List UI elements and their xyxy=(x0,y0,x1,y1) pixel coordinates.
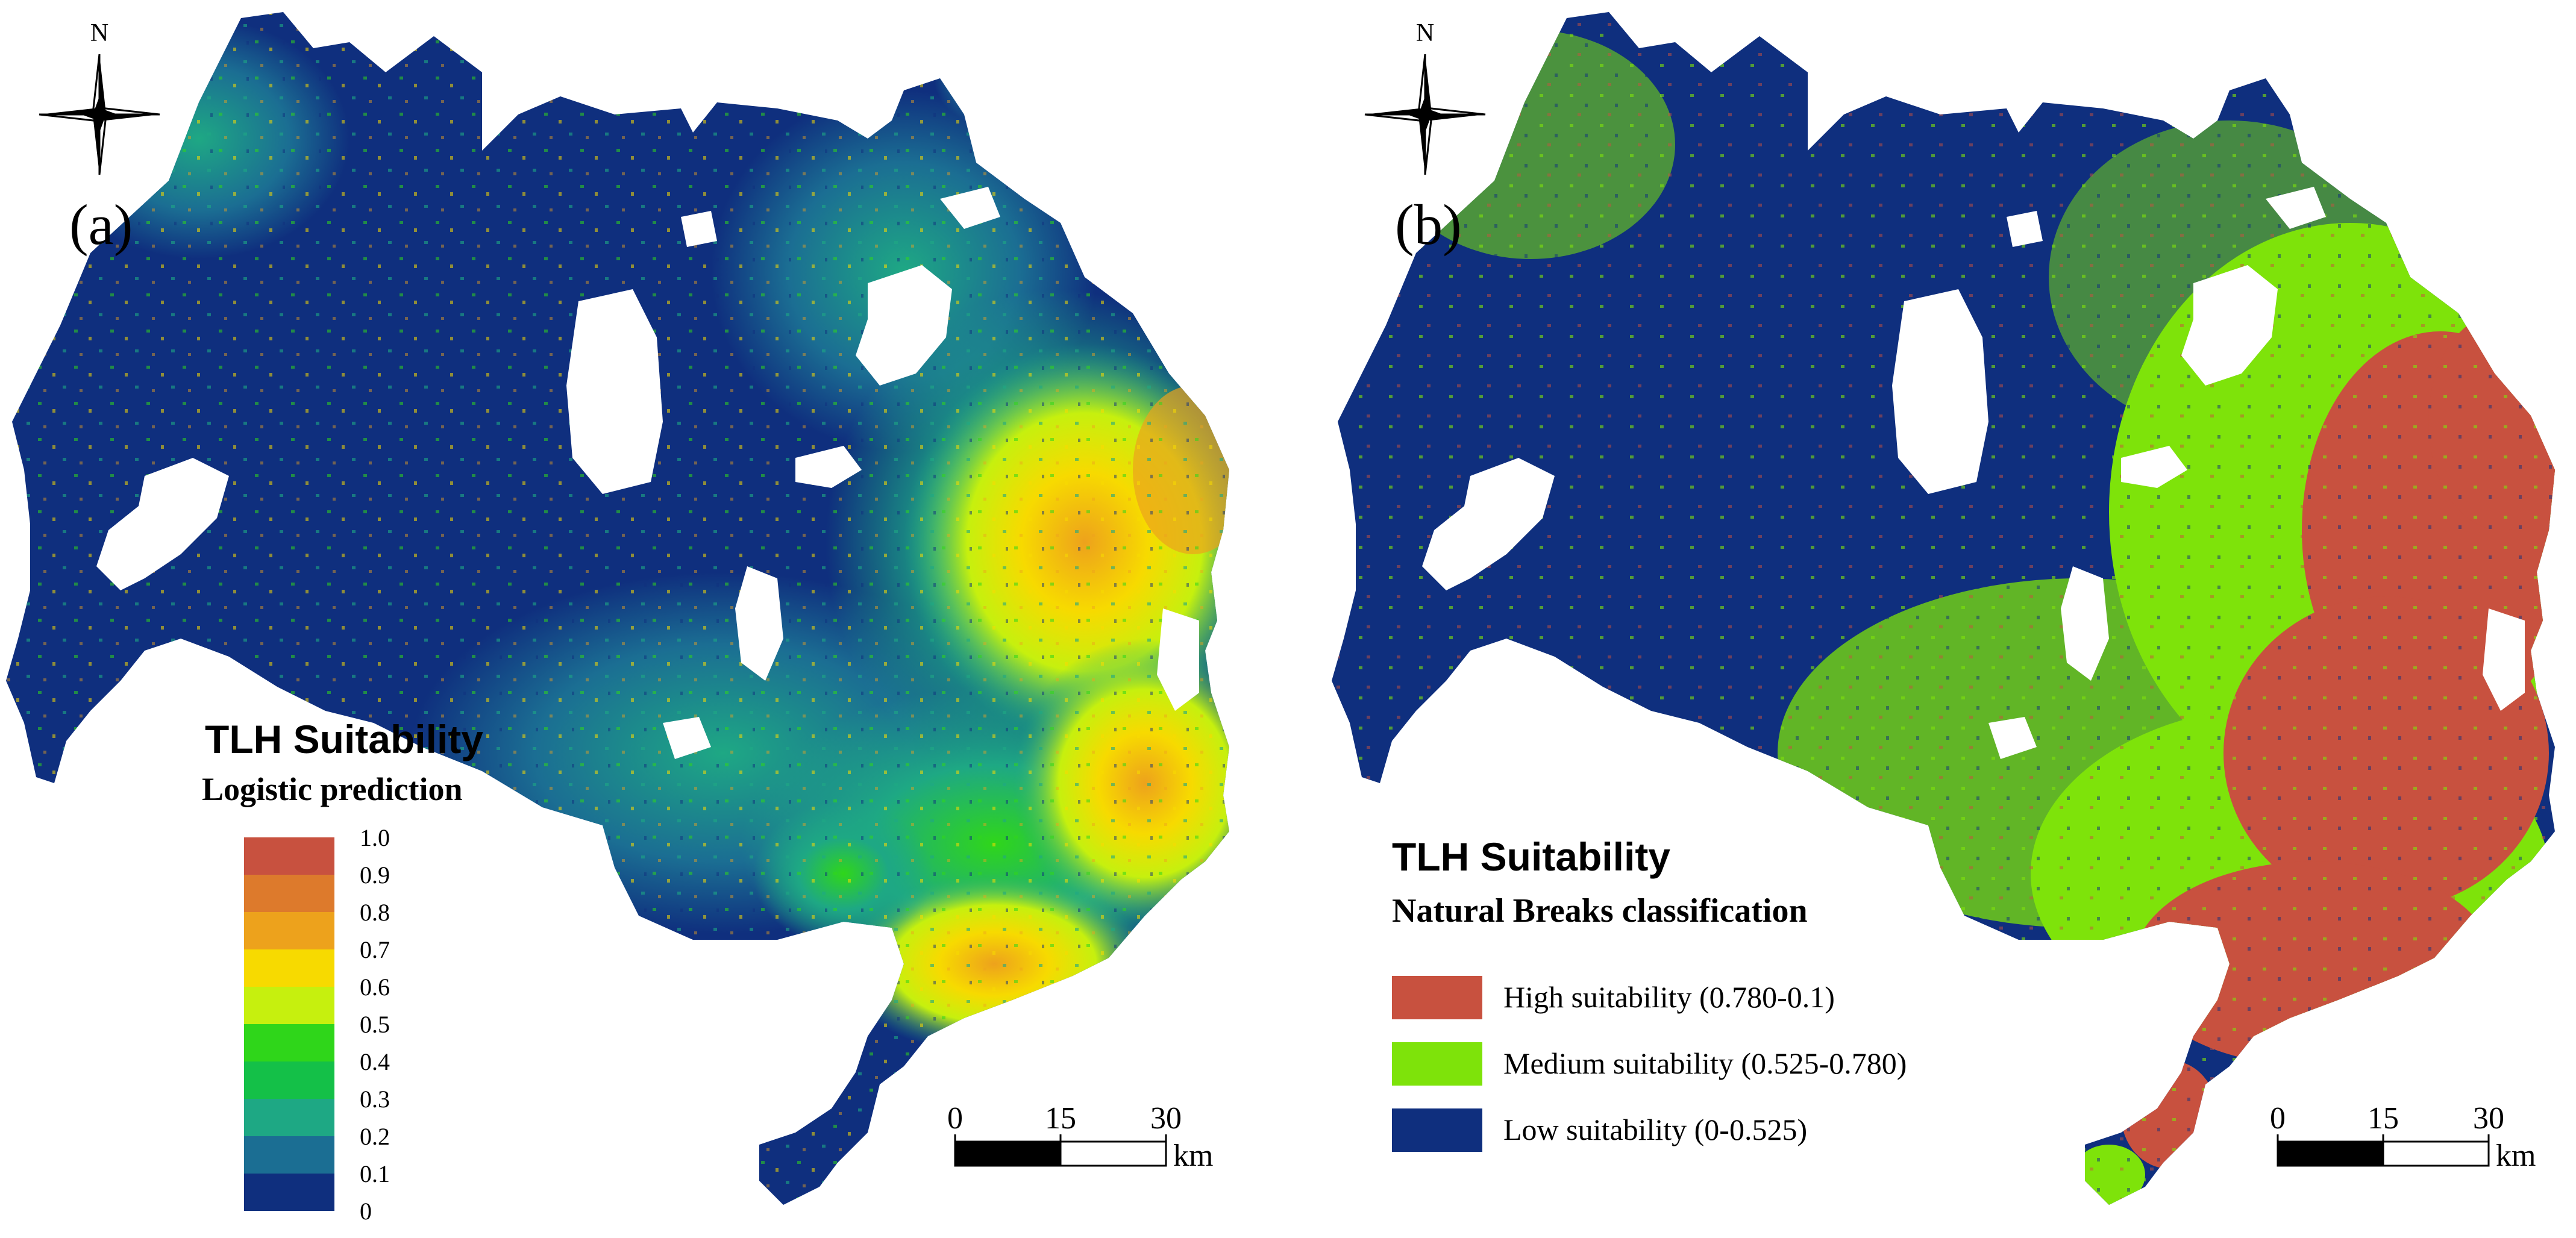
legend-subtitle: Natural Breaks classification xyxy=(1392,892,1808,930)
legend-class-label: Medium suitability (0.525-0.780) xyxy=(1503,1046,1907,1080)
legend-class-label: Low suitability (0-0.525) xyxy=(1503,1113,1807,1146)
panel-b: N (b) TLH Suitability Natural Breaks cla… xyxy=(1332,12,2555,1205)
legend-tick-label: 0.4 xyxy=(360,1048,390,1075)
legend-tick-label: 0.2 xyxy=(360,1123,390,1150)
legend-class-swatch xyxy=(1392,1042,1482,1086)
legend-title: TLH Suitability xyxy=(1392,834,1670,879)
north-arrow-b: N xyxy=(1364,19,1487,176)
legend-ticks: 1.0 0.9 0.8 0.7 0.6 0.5 0.4 0.3 0.2 0.1 0 xyxy=(360,824,390,1225)
legend-tick-label: 0.8 xyxy=(360,899,390,926)
legend-subtitle: Logistic prediction xyxy=(202,771,463,807)
panel-label: (a) xyxy=(69,193,133,257)
legend-ramp-step xyxy=(244,875,334,912)
scale-bar-tick-label: 0 xyxy=(2270,1101,2286,1136)
legend-tick-label: 0.7 xyxy=(360,936,390,963)
scale-bar-tick-label: 15 xyxy=(1045,1101,1076,1136)
legend-b: TLH Suitability Natural Breaks classific… xyxy=(1392,834,1907,1152)
legend-a: TLH Suitability Logistic prediction 1.0 0… xyxy=(202,717,483,1225)
legend-tick-label: 0.6 xyxy=(360,974,390,1001)
legend-classes: High suitability (0.780-0.1) Medium suita… xyxy=(1392,976,1907,1152)
legend-ramp-step xyxy=(244,949,334,987)
legend-ramp-step xyxy=(244,1061,334,1099)
legend-class-swatch xyxy=(1392,1108,1482,1152)
legend-tick-label: 0.1 xyxy=(360,1160,390,1187)
scale-bar-tick-label: 30 xyxy=(1150,1101,1182,1136)
north-label: N xyxy=(1416,19,1434,47)
legend-tick-label: 0.9 xyxy=(360,861,390,889)
scale-bar-segment xyxy=(2277,1140,2384,1167)
legend-ramp-step xyxy=(244,837,334,875)
legend-tick-label: 1.0 xyxy=(360,824,390,851)
north-arrow-a: N xyxy=(38,19,161,176)
legend-class-label: High suitability (0.780-0.1) xyxy=(1503,980,1835,1014)
scale-bar-segment xyxy=(954,1140,1062,1167)
scale-bar-tick-label: 0 xyxy=(947,1101,963,1136)
panel-a: N (a) TLH Suitability Logistic predictio… xyxy=(6,12,1229,1225)
legend-ramp-step xyxy=(244,987,334,1024)
scale-bar-unit: km xyxy=(1173,1139,1213,1173)
legend-color-ramp xyxy=(244,837,334,1211)
panel-label: (b) xyxy=(1395,193,1462,257)
suitability-map-logistic xyxy=(6,12,1229,1205)
scale-bar-tick-label: 15 xyxy=(2368,1101,2399,1136)
scale-bar-tick-label: 30 xyxy=(2473,1101,2504,1136)
legend-tick-label: 0.3 xyxy=(360,1086,390,1113)
scale-bar-segment xyxy=(1059,1140,1167,1167)
legend-tick-label: 0 xyxy=(360,1198,372,1225)
north-label: N xyxy=(90,19,108,47)
legend-ramp-step xyxy=(244,1136,334,1174)
scale-bar-segment xyxy=(2382,1140,2490,1167)
scale-bar-unit: km xyxy=(2496,1139,2536,1173)
legend-class-swatch xyxy=(1392,976,1482,1019)
legend-title: TLH Suitability xyxy=(205,717,483,761)
legend-tick-label: 0.5 xyxy=(360,1011,390,1038)
legend-ramp-step xyxy=(244,1099,334,1136)
legend-ramp-step xyxy=(244,1024,334,1061)
legend-ramp-step xyxy=(244,912,334,949)
legend-ramp-step xyxy=(244,1174,334,1211)
